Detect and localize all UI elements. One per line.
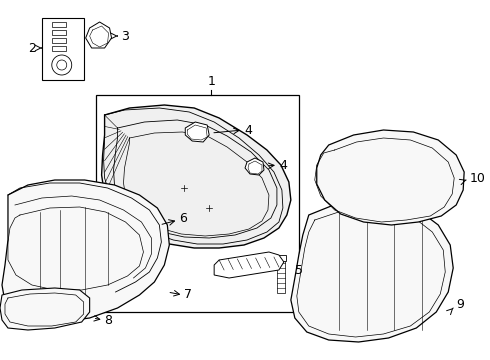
Polygon shape — [101, 105, 291, 248]
Polygon shape — [185, 122, 209, 142]
Bar — [318, 275, 339, 303]
Text: 1: 1 — [207, 75, 215, 88]
Circle shape — [404, 181, 413, 189]
Circle shape — [374, 181, 383, 189]
Circle shape — [334, 310, 343, 320]
Circle shape — [409, 290, 419, 300]
Bar — [367, 195, 385, 215]
Bar — [367, 158, 387, 180]
Circle shape — [404, 146, 413, 154]
Circle shape — [344, 148, 353, 156]
Bar — [32, 302, 46, 320]
Text: 8: 8 — [104, 314, 113, 327]
Circle shape — [67, 293, 73, 299]
Bar — [276, 255, 286, 261]
Bar — [396, 194, 415, 214]
Text: 10: 10 — [470, 171, 486, 185]
Bar — [402, 222, 422, 250]
Circle shape — [332, 295, 342, 305]
Circle shape — [5, 293, 11, 299]
Text: 4: 4 — [244, 123, 252, 136]
Bar — [48, 240, 66, 268]
Circle shape — [69, 207, 81, 219]
Text: 5: 5 — [295, 264, 303, 276]
Bar — [25, 238, 43, 266]
Bar — [52, 38, 66, 43]
Bar — [70, 240, 86, 268]
Text: 2: 2 — [28, 41, 36, 54]
Circle shape — [205, 204, 213, 212]
Circle shape — [344, 181, 353, 189]
Polygon shape — [214, 252, 284, 278]
Bar — [348, 322, 367, 336]
Bar — [52, 30, 66, 35]
Bar — [396, 157, 416, 179]
Polygon shape — [317, 130, 464, 225]
Circle shape — [52, 55, 72, 75]
Bar — [374, 223, 394, 253]
Bar — [346, 275, 367, 303]
Bar — [112, 235, 127, 259]
Bar — [339, 195, 357, 215]
Circle shape — [57, 60, 67, 70]
Circle shape — [358, 293, 368, 303]
Bar — [96, 95, 299, 312]
Circle shape — [371, 309, 382, 319]
Circle shape — [374, 146, 383, 154]
Bar — [52, 46, 66, 51]
Bar — [318, 320, 337, 336]
Polygon shape — [291, 200, 453, 342]
Bar — [346, 225, 367, 255]
Bar — [52, 303, 64, 319]
Bar — [339, 160, 359, 182]
Polygon shape — [0, 288, 90, 330]
Polygon shape — [2, 180, 170, 322]
Polygon shape — [245, 158, 264, 175]
Polygon shape — [86, 22, 112, 48]
Circle shape — [384, 292, 393, 302]
Bar — [374, 274, 394, 302]
Circle shape — [374, 211, 383, 219]
Bar — [277, 261, 285, 293]
Bar — [92, 238, 108, 264]
Bar — [12, 302, 26, 320]
Circle shape — [101, 209, 114, 221]
Bar — [52, 22, 66, 27]
Text: 9: 9 — [456, 298, 464, 311]
Text: 3: 3 — [122, 30, 129, 42]
Bar — [318, 228, 339, 258]
Circle shape — [344, 211, 353, 219]
Text: 6: 6 — [179, 212, 187, 225]
Text: 7: 7 — [184, 288, 192, 302]
Circle shape — [180, 184, 188, 192]
Text: 4: 4 — [279, 158, 287, 171]
Circle shape — [24, 209, 36, 221]
Bar — [42, 18, 84, 80]
